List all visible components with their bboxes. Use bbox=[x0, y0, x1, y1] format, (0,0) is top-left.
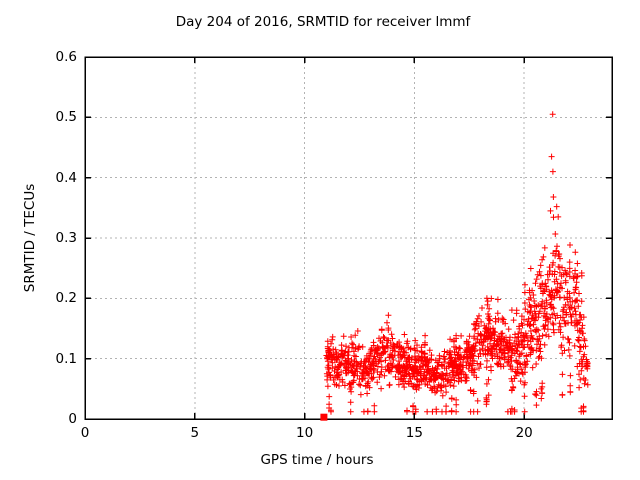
gridlines bbox=[85, 57, 612, 419]
axes-frame bbox=[84, 56, 613, 420]
x-tick-label: 20 bbox=[515, 425, 533, 441]
scatter-points bbox=[323, 111, 591, 415]
y-tick-label: 0.6 bbox=[55, 49, 77, 65]
x-tick-label: 15 bbox=[405, 425, 423, 441]
y-tick-label: 0.2 bbox=[55, 290, 77, 307]
y-tick-label: 0 bbox=[68, 411, 77, 427]
y-tick-label: 0.3 bbox=[55, 230, 77, 246]
x-axis-label: GPS time / hours bbox=[260, 452, 374, 468]
x-tick-label: 5 bbox=[190, 425, 200, 441]
x-tick-label: 10 bbox=[295, 425, 314, 441]
y-tick-label: 0.4 bbox=[55, 169, 77, 186]
y-tick-label: 0.1 bbox=[55, 350, 77, 367]
start-square-marker bbox=[320, 413, 328, 421]
y-tick-label: 0.5 bbox=[55, 109, 77, 126]
chart-title: Day 204 of 2016, SRMTID for receiver lmm… bbox=[175, 14, 471, 30]
x-tick-label: 0 bbox=[80, 425, 90, 441]
